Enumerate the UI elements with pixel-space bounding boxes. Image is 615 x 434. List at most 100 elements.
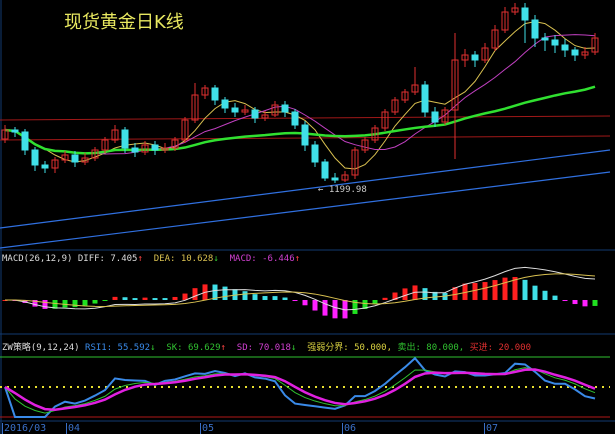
candle-body <box>101 139 109 151</box>
rsi-line <box>4 356 596 418</box>
candle-body <box>201 87 209 96</box>
candle-body <box>361 139 369 151</box>
candle-body <box>511 7 519 13</box>
macd-bar <box>72 300 78 308</box>
channel-line-upper <box>0 149 611 229</box>
macd-bar <box>412 285 418 300</box>
candle-body <box>271 104 279 116</box>
chart-title: 现货黄金日K线 <box>64 12 184 33</box>
candle-body <box>451 59 459 111</box>
macd-bar <box>402 288 408 300</box>
candle-body <box>191 94 199 121</box>
macd-bar <box>262 296 268 300</box>
macd-bar <box>132 298 138 300</box>
dea-value: DEA: 10.628 <box>153 254 214 264</box>
candle-body <box>221 99 229 109</box>
candle-body <box>91 149 99 159</box>
candle-body <box>211 87 219 101</box>
x-tick-label: 06 <box>342 423 357 434</box>
macd-bar <box>242 291 248 300</box>
zw-name: ZW策略(9,12,24) <box>2 343 80 353</box>
candle-body <box>281 104 289 113</box>
macd-bar <box>392 292 398 300</box>
candle-body <box>461 54 469 61</box>
macd-bar <box>42 300 48 309</box>
macd-bar <box>172 296 178 300</box>
candle-body <box>481 47 489 61</box>
ma30-line <box>4 85 596 155</box>
macd-bar <box>182 293 188 300</box>
macd-bar <box>582 300 588 307</box>
x-tick-label: 05 <box>200 423 215 434</box>
macd-bar <box>422 288 428 300</box>
macd-bar <box>282 297 288 300</box>
candle-body <box>371 127 379 141</box>
candle-body <box>381 111 389 129</box>
mid-level: 强弱分界: 50.000, <box>307 343 393 353</box>
candle-body <box>501 11 509 31</box>
candle-body <box>21 131 29 151</box>
candle-body <box>311 144 319 163</box>
macd-bar <box>382 297 388 300</box>
candle-body <box>71 154 79 163</box>
macd-value: MACD: -6.446 <box>229 254 295 264</box>
macd-bar <box>482 282 488 300</box>
candle-body <box>241 109 249 113</box>
candle-body <box>321 161 329 179</box>
macd-bar <box>572 300 578 305</box>
rsi-value: RSI1: 55.592 <box>85 343 151 353</box>
macd-bar <box>512 276 518 300</box>
candle-body <box>351 149 359 176</box>
candle-body <box>31 149 39 166</box>
low-price-label: ← 1199.98 <box>318 185 367 195</box>
candle-body <box>441 109 449 123</box>
macd-bar <box>252 294 258 300</box>
candle-body <box>251 109 259 119</box>
macd-bar <box>122 297 128 300</box>
sd-line <box>4 368 596 412</box>
channel-line-lower <box>0 171 611 249</box>
macd-name: MACD(26,12,9) <box>2 254 73 264</box>
candle-body <box>301 124 309 146</box>
candle-body <box>11 129 19 133</box>
macd-bar <box>452 287 458 300</box>
candle-body <box>571 49 579 56</box>
x-tick-label: 07 <box>484 423 499 434</box>
macd-bar <box>352 300 358 314</box>
candle-body <box>121 129 129 149</box>
candle-body <box>491 29 499 49</box>
candle-body <box>541 37 549 41</box>
macd-bar <box>322 300 328 316</box>
macd-bar <box>92 300 98 304</box>
candle-body <box>341 174 349 181</box>
macd-bar <box>292 300 298 301</box>
sell-level: 卖出: 80.000, <box>397 343 465 353</box>
macd-bar <box>532 285 538 300</box>
macd-bar <box>592 300 598 306</box>
candle-body <box>591 37 599 53</box>
macd-bar <box>192 288 198 300</box>
candle-body <box>401 91 409 101</box>
macd-legend: MACD(26,12,9) DIFF: 7.405↑, DEA: 10.628↓… <box>2 254 306 264</box>
macd-bar <box>552 295 558 300</box>
macd-bar <box>212 284 218 300</box>
candle-body <box>41 164 49 169</box>
arrow-down-icon: ↓ <box>213 254 219 264</box>
candle-body <box>581 51 589 56</box>
macd-bar <box>462 283 468 300</box>
macd-bar <box>332 300 338 319</box>
diff-value: DIFF: 7.405 <box>77 254 138 264</box>
macd-bar <box>492 280 498 300</box>
arrow-down-icon: ↓ <box>150 343 156 353</box>
arrow-up-icon: ↑ <box>220 343 226 353</box>
macd-bar <box>502 277 508 300</box>
candle-body <box>561 44 569 51</box>
candle-body <box>531 19 539 39</box>
candle-body <box>471 54 479 61</box>
candle-body <box>551 39 559 46</box>
candle-body <box>391 99 399 113</box>
arrow-down-icon: ↓ <box>290 343 297 353</box>
macd-bar <box>362 300 368 310</box>
x-tick-label: 2016/03 <box>2 423 47 434</box>
